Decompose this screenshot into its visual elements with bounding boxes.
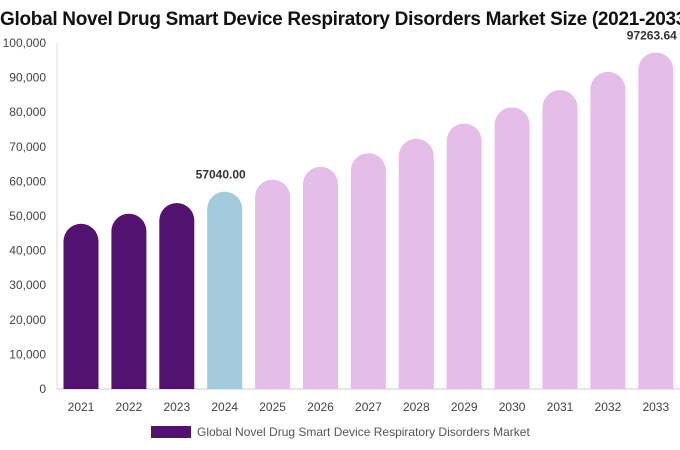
x-tick-label: 2024 [211,400,238,414]
x-tick-label: 2030 [499,400,526,414]
bar-2024 [207,191,243,389]
bar-2022 [111,213,147,389]
x-tick-label: 2021 [68,400,95,414]
bar-2033 [638,52,674,390]
y-tick-label: 30,000 [9,278,46,292]
x-tick-label: 2023 [163,400,190,414]
bar-2031 [542,90,578,389]
y-tick-label: 50,000 [9,209,46,223]
y-tick-label: 80,000 [9,105,46,119]
bar-2030 [494,107,530,389]
bar-2021 [63,223,99,389]
x-tick-label: 2022 [116,400,143,414]
legend-label: Global Novel Drug Smart Device Respirato… [197,425,530,439]
y-tick-label: 20,000 [9,313,46,327]
x-tick-label: 2029 [451,400,478,414]
x-tick-label: 2033 [642,400,669,414]
legend-swatch [151,426,191,438]
data-label-2024: 57040.00 [196,168,246,182]
x-tick-label: 2025 [259,400,286,414]
y-tick-label: 90,000 [9,71,46,85]
y-tick-label: 10,000 [9,347,46,361]
legend: Global Novel Drug Smart Device Respirato… [151,425,530,439]
y-tick-label: 70,000 [9,140,46,154]
bar-2032 [590,71,626,389]
chart-title: Global Novel Drug Smart Device Respirato… [0,9,680,30]
bar-2029 [446,123,482,389]
bar-2028 [398,138,434,389]
bar-2023 [159,203,195,389]
y-tick-label: 40,000 [9,244,46,258]
x-tick-label: 2032 [595,400,622,414]
y-tick-label: 60,000 [9,174,46,188]
x-tick-label: 2028 [403,400,430,414]
bar-2025 [255,179,291,389]
y-tick-label: 0 [39,382,46,396]
x-tick-label: 2031 [547,400,574,414]
x-tick-label: 2026 [307,400,334,414]
bar-2027 [350,153,386,389]
x-tick-label: 2027 [355,400,382,414]
bar-2026 [303,166,338,389]
y-tick-label: 100,000 [3,36,47,50]
data-label-2033: 97263.64 [627,28,677,42]
